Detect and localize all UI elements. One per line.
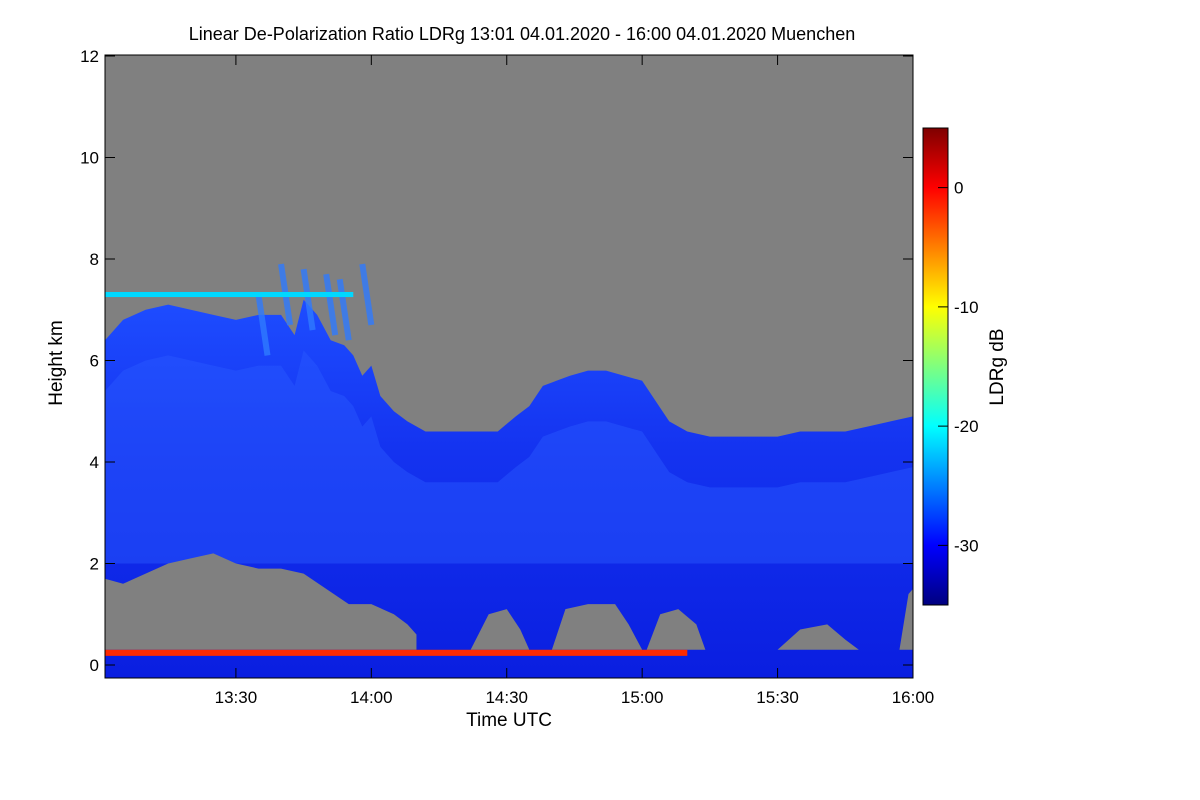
cirrus-streak [323,273,339,336]
colorbar: -30 -20 -10 0 LDRg dB [922,127,1008,606]
cirrus-streak [255,294,271,356]
y-axis: 0 2 4 6 8 10 12 [80,47,913,675]
x-tick-label: 15:30 [756,688,799,707]
low-cloud-patch [646,609,706,650]
colorbar-tick-label: -10 [954,298,979,317]
colorbar-tick-label: -20 [954,417,979,436]
y-tick-label: 6 [90,352,99,371]
chart-title: Linear De-Polarization Ratio LDRg 13:01 … [189,24,855,44]
low-cloud-patch [551,604,643,650]
x-tick-label: 15:00 [621,688,664,707]
x-axis-label: Time UTC [466,710,552,731]
colorbar-scale [922,127,949,606]
ice-cloud-band [105,350,913,564]
cirrus-streak [300,268,316,331]
low-cloud-patch [470,609,530,650]
thin-layer [105,291,354,298]
plot-frame [104,54,914,679]
x-axis: 13:30 14:00 14:30 15:00 15:30 16:00 [215,55,935,707]
plot-area [105,55,913,678]
y-axis-label: Height km [46,320,67,406]
y-tick-label: 4 [90,453,99,472]
x-tick-label: 13:30 [215,688,258,707]
x-tick-label: 14:00 [350,688,393,707]
y-tick-label: 0 [90,656,99,675]
low-cloud-patch [777,624,859,650]
cirrus-streak [336,278,352,341]
colorbar-tick-label: -30 [954,536,979,555]
y-tick-label: 2 [90,555,99,574]
low-cloud-region [105,553,417,650]
colorbar-label: LDRg dB [987,328,1008,405]
low-cloud-patch [899,588,913,650]
y-tick-label: 8 [90,250,99,269]
thin-layer [105,649,688,656]
y-tick-label: 12 [80,47,99,66]
y-tick-label: 10 [80,149,99,168]
colorbar-tick-label: 0 [954,179,963,198]
cirrus-streak [359,263,375,326]
x-tick-label: 16:00 [892,688,935,707]
x-tick-label: 14:30 [485,688,528,707]
colorbar-ticks: -30 -20 -10 0 [938,179,979,555]
